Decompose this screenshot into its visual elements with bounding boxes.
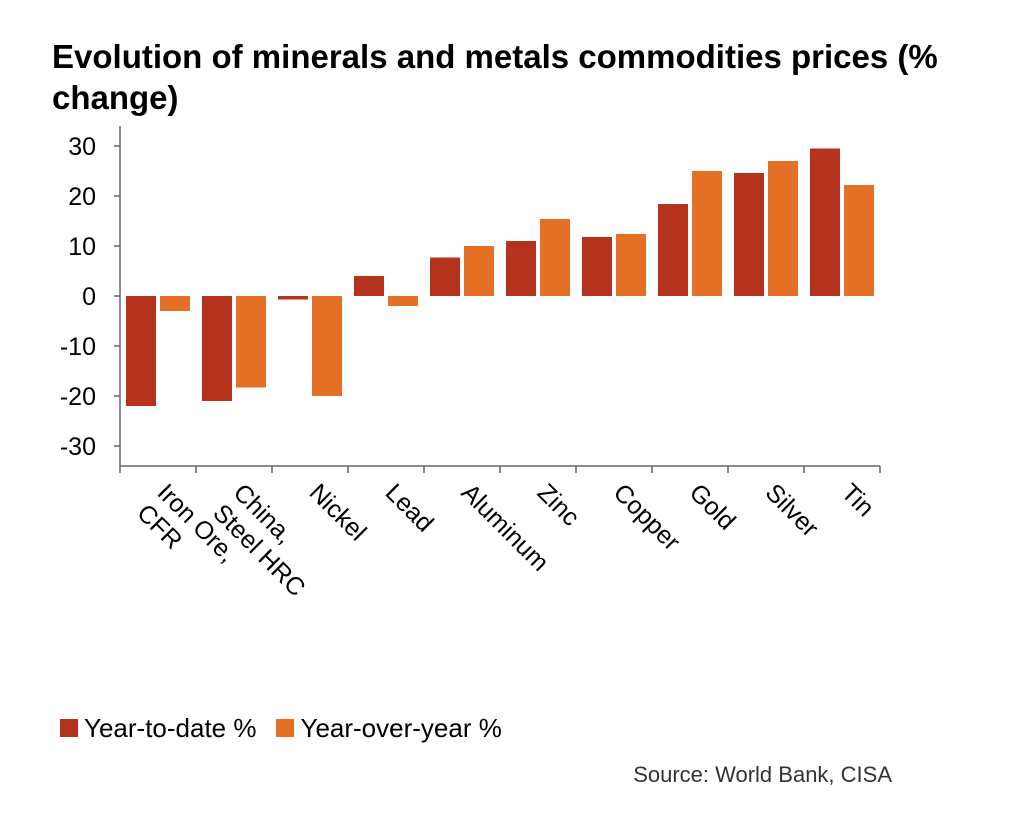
bar-ytd-6 xyxy=(582,237,612,296)
bar-ytd-3 xyxy=(354,276,384,296)
bars-group xyxy=(126,148,874,406)
x-category-label: Silver xyxy=(760,478,824,542)
y-tick-label: 20 xyxy=(68,183,96,211)
bar-yoy-2 xyxy=(312,296,342,396)
bar-ytd-5 xyxy=(506,241,536,296)
bar-ytd-8 xyxy=(734,173,764,296)
x-category-label: Nickel xyxy=(304,478,372,546)
bar-yoy-7 xyxy=(692,171,722,296)
bar-yoy-9 xyxy=(844,185,874,296)
x-category-label: Zinc xyxy=(532,478,585,531)
y-tick-label: 10 xyxy=(68,233,96,261)
legend-swatch-yoy xyxy=(276,719,295,737)
legend-label-yoy: Year-over-year % xyxy=(300,712,502,743)
legend-item-yoy: Year-over-year % xyxy=(276,712,502,744)
bar-ytd-4 xyxy=(430,257,460,296)
legend: Year-to-date % Year-over-year % xyxy=(60,710,522,746)
x-category-label: Lead xyxy=(380,478,439,537)
legend-label-ytd: Year-to-date % xyxy=(84,712,257,743)
bar-ytd-0 xyxy=(126,296,156,406)
bar-ytd-9 xyxy=(810,148,840,296)
chart-title: Evolution of minerals and metals commodi… xyxy=(52,38,938,116)
bar-yoy-5 xyxy=(540,219,570,296)
y-tick-label: -10 xyxy=(60,333,96,361)
legend-item-ytd: Year-to-date % xyxy=(60,713,256,744)
bar-yoy-4 xyxy=(464,246,494,296)
bar-yoy-1 xyxy=(236,296,266,388)
x-category-label: Copper xyxy=(608,478,686,556)
y-tick-label: -30 xyxy=(60,433,96,461)
y-tick-label: -20 xyxy=(60,383,96,411)
bar-yoy-3 xyxy=(388,296,418,306)
legend-swatch-ytd xyxy=(60,719,78,737)
bar-ytd-2 xyxy=(278,296,308,300)
x-category-label: Tin xyxy=(836,478,880,522)
bar-yoy-8 xyxy=(768,161,798,296)
y-tick-label: 0 xyxy=(82,283,96,311)
bar-yoy-6 xyxy=(616,234,646,296)
source-note: Source: World Bank, CISA xyxy=(633,762,892,787)
bar-ytd-1 xyxy=(202,296,232,401)
bar-yoy-0 xyxy=(160,296,190,311)
bar-ytd-7 xyxy=(658,204,688,296)
y-tick-label: 30 xyxy=(68,133,96,161)
x-category-label: Gold xyxy=(684,478,741,535)
